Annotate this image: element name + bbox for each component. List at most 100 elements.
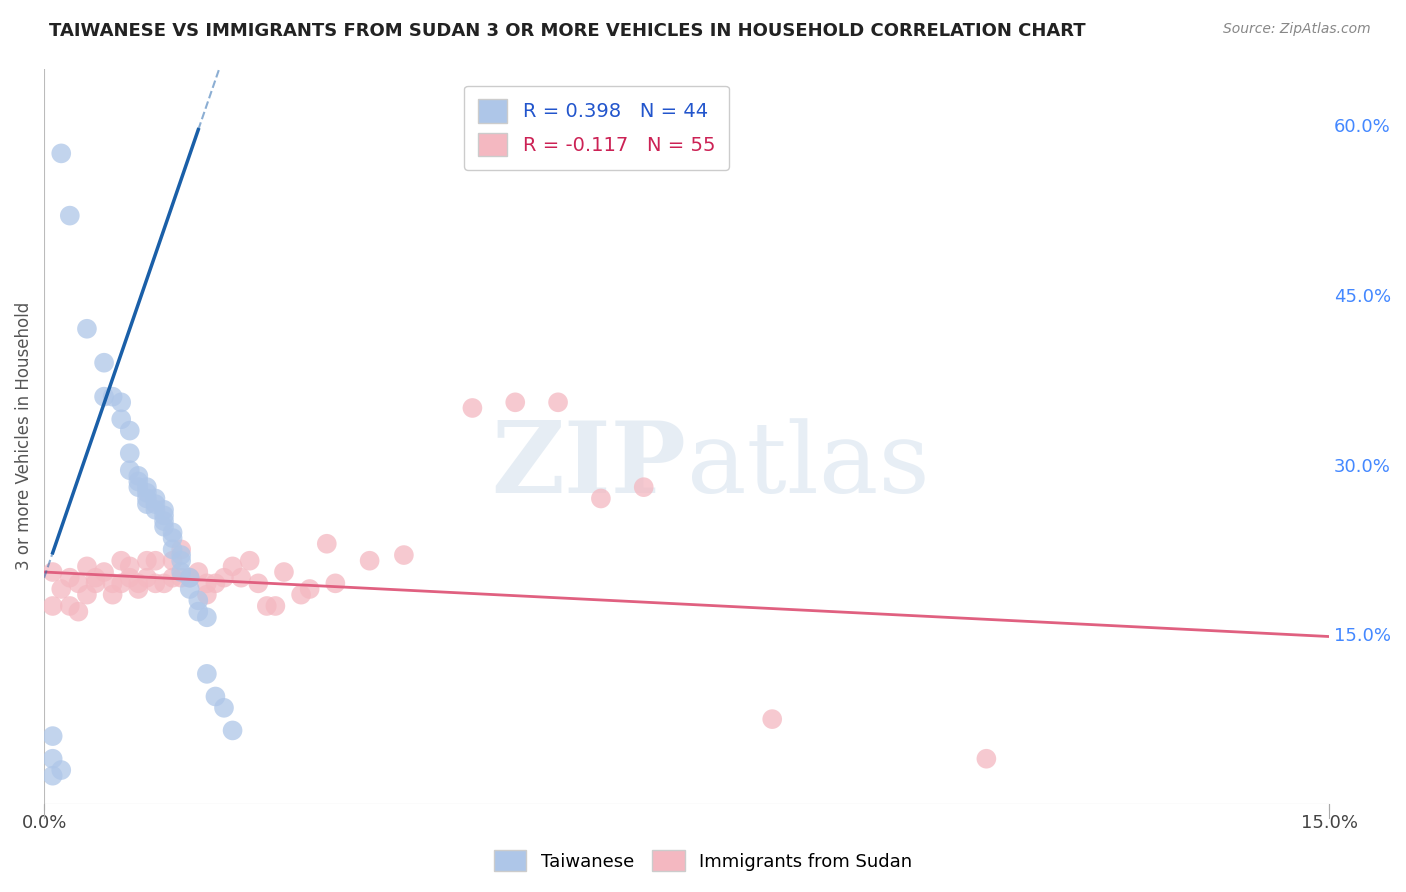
Point — [179, 582, 201, 596]
Point — [135, 485, 157, 500]
Point — [195, 666, 218, 681]
Point — [118, 571, 141, 585]
Point — [93, 565, 115, 579]
Point — [264, 599, 287, 613]
Point — [41, 565, 63, 579]
Point — [145, 497, 167, 511]
Point — [101, 390, 124, 404]
Y-axis label: 3 or more Vehicles in Household: 3 or more Vehicles in Household — [15, 302, 32, 570]
Point — [589, 491, 612, 506]
Point — [170, 548, 193, 562]
Text: TAIWANESE VS IMMIGRANTS FROM SUDAN 3 OR MORE VEHICLES IN HOUSEHOLD CORRELATION C: TAIWANESE VS IMMIGRANTS FROM SUDAN 3 OR … — [49, 22, 1085, 40]
Point — [976, 752, 998, 766]
Point — [93, 390, 115, 404]
Point — [195, 610, 218, 624]
Point — [51, 582, 73, 596]
Point — [162, 531, 184, 545]
Point — [298, 582, 321, 596]
Point — [212, 701, 235, 715]
Point — [221, 723, 243, 738]
Point — [110, 576, 132, 591]
Point — [315, 537, 337, 551]
Point — [195, 588, 218, 602]
Point — [135, 571, 157, 585]
Point — [127, 480, 149, 494]
Point — [76, 322, 98, 336]
Point — [503, 395, 526, 409]
Point — [153, 503, 176, 517]
Point — [127, 576, 149, 591]
Point — [145, 503, 167, 517]
Point — [145, 491, 167, 506]
Point — [247, 576, 270, 591]
Point — [187, 565, 209, 579]
Point — [179, 571, 201, 585]
Point — [187, 593, 209, 607]
Point — [127, 475, 149, 489]
Point — [41, 752, 63, 766]
Point — [110, 395, 132, 409]
Point — [170, 565, 193, 579]
Point — [51, 146, 73, 161]
Point — [153, 520, 176, 534]
Point — [239, 554, 262, 568]
Point — [84, 576, 107, 591]
Point — [547, 395, 569, 409]
Point — [170, 571, 193, 585]
Point — [41, 729, 63, 743]
Point — [67, 576, 90, 591]
Point — [153, 514, 176, 528]
Point — [110, 412, 132, 426]
Point — [162, 525, 184, 540]
Point — [118, 424, 141, 438]
Point — [325, 576, 347, 591]
Text: atlas: atlas — [686, 417, 929, 514]
Point — [231, 571, 253, 585]
Legend: R = 0.398   N = 44, R = -0.117   N = 55: R = 0.398 N = 44, R = -0.117 N = 55 — [464, 86, 728, 170]
Point — [110, 554, 132, 568]
Point — [162, 571, 184, 585]
Point — [118, 463, 141, 477]
Point — [461, 401, 484, 415]
Point — [93, 356, 115, 370]
Point — [135, 497, 157, 511]
Point — [127, 582, 149, 596]
Point — [633, 480, 655, 494]
Point — [145, 554, 167, 568]
Point — [135, 554, 157, 568]
Point — [170, 554, 193, 568]
Point — [212, 571, 235, 585]
Point — [135, 491, 157, 506]
Point — [195, 576, 218, 591]
Point — [153, 576, 176, 591]
Text: ZIP: ZIP — [492, 417, 686, 514]
Point — [256, 599, 278, 613]
Point — [59, 209, 82, 223]
Point — [170, 542, 193, 557]
Point — [153, 508, 176, 523]
Point — [59, 571, 82, 585]
Point — [84, 571, 107, 585]
Point — [204, 576, 226, 591]
Point — [41, 599, 63, 613]
Text: Source: ZipAtlas.com: Source: ZipAtlas.com — [1223, 22, 1371, 37]
Point — [118, 559, 141, 574]
Point — [290, 588, 312, 602]
Point — [118, 446, 141, 460]
Point — [41, 769, 63, 783]
Point — [67, 605, 90, 619]
Point — [204, 690, 226, 704]
Point — [51, 763, 73, 777]
Point — [187, 605, 209, 619]
Point — [127, 468, 149, 483]
Point — [145, 576, 167, 591]
Point — [359, 554, 381, 568]
Point — [392, 548, 415, 562]
Point — [135, 480, 157, 494]
Point — [162, 554, 184, 568]
Point — [273, 565, 295, 579]
Point — [162, 542, 184, 557]
Point — [761, 712, 783, 726]
Point — [101, 588, 124, 602]
Point — [101, 576, 124, 591]
